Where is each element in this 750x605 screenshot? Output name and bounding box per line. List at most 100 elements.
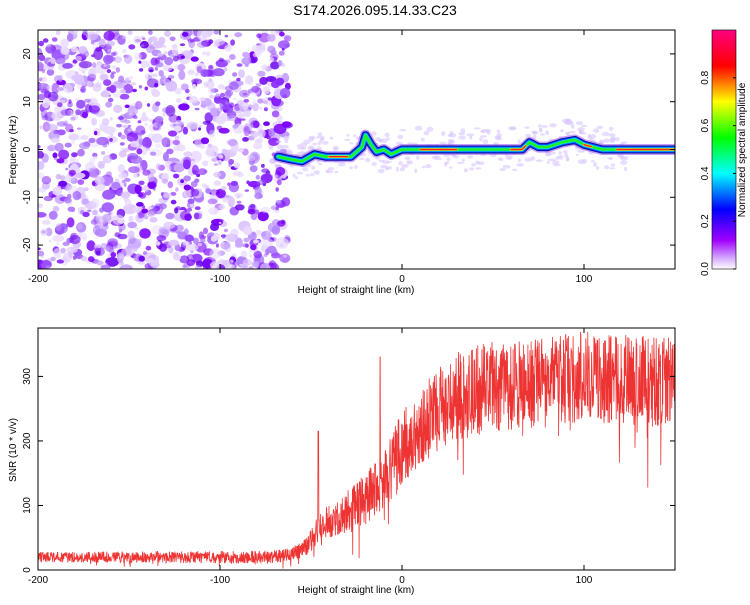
halo-blob <box>274 174 279 178</box>
noise-blob <box>221 148 227 154</box>
snr-ytick-label: 300 <box>22 368 33 385</box>
noise-blob <box>267 97 273 101</box>
noise-blob <box>191 164 199 175</box>
halo-blob <box>578 130 585 135</box>
spectrogram-marks <box>38 30 675 269</box>
noise-blob <box>161 178 169 184</box>
noise-blob <box>280 219 286 224</box>
noise-blob <box>128 44 136 50</box>
noise-blob <box>230 180 238 186</box>
halo-blob <box>296 171 304 175</box>
noise-blob <box>50 256 56 262</box>
noise-blob <box>111 181 121 189</box>
halo-blob <box>449 131 454 135</box>
halo-blob <box>346 134 350 137</box>
noise-blob <box>165 212 175 220</box>
noise-blob <box>150 88 158 95</box>
noise-blob <box>197 30 208 41</box>
noise-blob <box>112 214 125 225</box>
noise-blob <box>275 187 279 192</box>
noise-blob <box>119 142 125 146</box>
noise-blob <box>263 86 270 94</box>
noise-blob <box>38 145 41 149</box>
noise-blob <box>240 250 248 258</box>
noise-blob <box>207 143 213 148</box>
noise-blob <box>153 203 164 215</box>
noise-blob <box>71 152 78 158</box>
noise-blob <box>143 215 149 220</box>
noise-blob <box>70 46 79 53</box>
noise-blob <box>259 76 268 85</box>
halo-blob <box>498 157 502 161</box>
noise-blob <box>210 223 219 232</box>
noise-blob <box>168 130 178 137</box>
noise-blob <box>113 81 117 85</box>
noise-blob <box>257 211 269 222</box>
noise-blob <box>142 250 148 255</box>
noise-blob <box>190 189 200 197</box>
noise-blob <box>86 31 98 41</box>
noise-blob <box>260 238 274 247</box>
halo-blob <box>399 129 407 132</box>
noise-blob <box>200 137 210 145</box>
noise-blob <box>242 92 248 96</box>
noise-blob <box>92 165 97 169</box>
noise-blob <box>261 30 269 34</box>
noise-blob <box>63 83 73 94</box>
halo-blob <box>313 170 321 175</box>
halo-blob <box>317 141 322 146</box>
noise-blob <box>224 44 232 52</box>
noise-blob <box>110 117 113 121</box>
noise-blob <box>275 77 285 86</box>
halo-blob <box>439 141 447 145</box>
noise-blob <box>238 147 244 153</box>
noise-blob <box>103 30 115 41</box>
noise-blob <box>166 143 171 148</box>
noise-blob <box>166 148 174 155</box>
noise-blob <box>142 137 152 149</box>
noise-blob <box>221 241 226 245</box>
noise-blob <box>93 156 99 160</box>
noise-blob <box>94 246 105 257</box>
noise-blob <box>237 172 244 178</box>
noise-blob <box>54 142 64 152</box>
noise-blob <box>143 184 150 192</box>
noise-blob <box>107 240 118 250</box>
noise-blob <box>95 47 102 52</box>
noise-blob <box>247 208 256 215</box>
noise-blob <box>215 243 219 248</box>
noise-blob <box>59 223 68 234</box>
noise-blob <box>279 87 291 99</box>
noise-blob <box>261 64 268 71</box>
noise-blob <box>80 256 88 262</box>
halo-blob <box>414 168 418 174</box>
noise-blob <box>66 33 74 42</box>
noise-blob <box>97 244 101 249</box>
halo-blob <box>608 157 613 160</box>
snr-frame <box>37 327 676 571</box>
halo-blob <box>283 135 290 139</box>
noise-blob <box>88 167 100 178</box>
noise-blob <box>207 198 218 205</box>
spectrogram-ytick-label: -20 <box>22 237 33 252</box>
snr-marks <box>38 331 675 569</box>
noise-blob <box>55 174 62 180</box>
noise-blob <box>141 37 146 40</box>
halo-blob <box>309 173 315 177</box>
halo-blob <box>577 149 585 153</box>
halo-blob <box>482 139 489 145</box>
noise-blob <box>51 111 62 121</box>
noise-blob <box>205 188 212 194</box>
noise-blob <box>186 207 193 212</box>
noise-blob <box>230 39 236 46</box>
noise-blob <box>228 81 239 91</box>
noise-blob <box>252 102 259 112</box>
noise-blob <box>215 188 226 199</box>
noise-blob <box>173 253 178 259</box>
noise-blob <box>132 88 137 93</box>
halo-blob <box>467 155 474 159</box>
halo-blob <box>530 156 536 161</box>
noise-blob <box>59 99 65 103</box>
halo-blob <box>352 134 357 137</box>
noise-blob <box>81 111 88 119</box>
